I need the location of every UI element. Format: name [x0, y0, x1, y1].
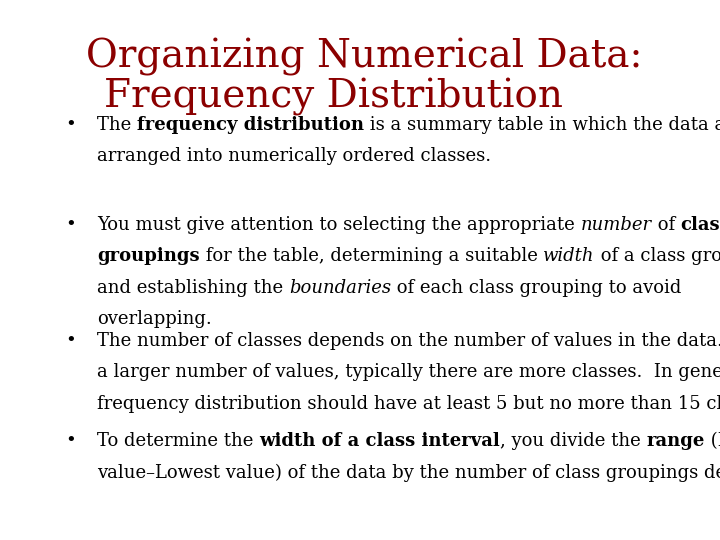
Text: groupings: groupings — [97, 247, 200, 265]
Text: a larger number of values, typically there are more classes.  In general, a: a larger number of values, typically the… — [97, 363, 720, 381]
Text: To determine the: To determine the — [97, 432, 259, 450]
Text: boundaries: boundaries — [289, 279, 391, 296]
Text: is a summary table in which the data are: is a summary table in which the data are — [364, 116, 720, 134]
Text: frequency distribution: frequency distribution — [138, 116, 364, 134]
Text: •: • — [65, 432, 76, 450]
Text: The number of classes depends on the number of values in the data.  With: The number of classes depends on the num… — [97, 332, 720, 350]
Text: class: class — [680, 216, 720, 234]
Text: You must give attention to selecting the appropriate: You must give attention to selecting the… — [97, 216, 581, 234]
Text: number: number — [581, 216, 652, 234]
Text: arranged into numerically ordered classes.: arranged into numerically ordered classe… — [97, 147, 491, 165]
Text: of a class grouping,: of a class grouping, — [595, 247, 720, 265]
Text: of: of — [652, 216, 680, 234]
Text: (Highest: (Highest — [705, 432, 720, 450]
Text: overlapping.: overlapping. — [97, 310, 212, 328]
Text: Frequency Distribution: Frequency Distribution — [104, 78, 563, 116]
Text: •: • — [65, 216, 76, 234]
Text: range: range — [647, 432, 705, 450]
Text: for the table, determining a suitable: for the table, determining a suitable — [200, 247, 544, 265]
Text: width of a class interval: width of a class interval — [259, 432, 500, 450]
Text: The: The — [97, 116, 138, 134]
Text: , you divide the: , you divide the — [500, 432, 647, 450]
Text: •: • — [65, 332, 76, 350]
Text: and establishing the: and establishing the — [97, 279, 289, 296]
Text: Organizing Numerical Data:: Organizing Numerical Data: — [86, 38, 643, 76]
Text: frequency distribution should have at least 5 but no more than 15 classes.: frequency distribution should have at le… — [97, 395, 720, 413]
Text: value–Lowest value) of the data by the number of class groupings desired.: value–Lowest value) of the data by the n… — [97, 463, 720, 482]
Text: •: • — [65, 116, 76, 134]
Text: width: width — [544, 247, 595, 265]
Text: of each class grouping to avoid: of each class grouping to avoid — [391, 279, 682, 296]
